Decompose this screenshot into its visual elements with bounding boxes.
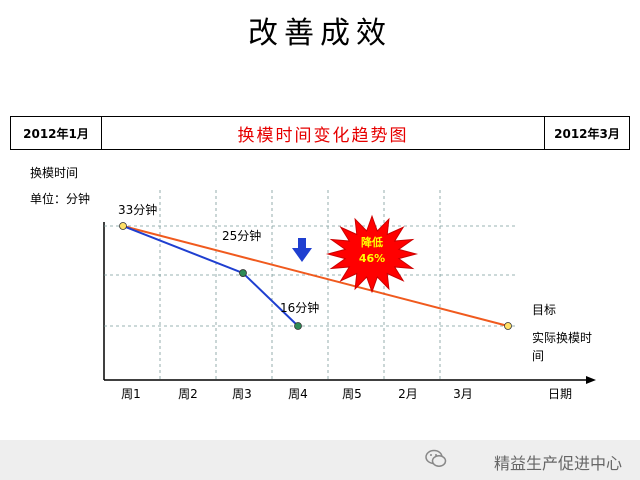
end-date: 2012年3月 xyxy=(544,117,629,149)
burst-text-line1: 降低 xyxy=(361,235,383,249)
actual-label-line2: 间 xyxy=(532,349,544,363)
down-arrow-icon xyxy=(292,238,312,262)
start-date: 2012年1月 xyxy=(11,117,102,149)
x-tick-label: 周1 xyxy=(121,387,141,401)
burst-text-line2: 46% xyxy=(359,252,385,265)
target-label: 目标 xyxy=(532,303,556,317)
data-label: 16分钟 xyxy=(280,300,319,315)
footer-brand-text: 精益生产促进中心 xyxy=(493,454,622,473)
target-point-marker xyxy=(504,322,512,330)
x-axis-label: 日期 xyxy=(548,387,572,401)
data-point-marker xyxy=(239,269,247,277)
x-tick-label: 周5 xyxy=(342,387,362,401)
x-axis-arrow xyxy=(586,376,596,384)
y-axis-label-line1: 换模时间 xyxy=(30,166,78,180)
slide-title: 改善成效 xyxy=(248,16,392,51)
data-label: 25分钟 xyxy=(222,228,261,243)
data-label: 33分钟 xyxy=(118,202,157,217)
x-tick-label: 周3 xyxy=(232,387,252,401)
target-series-line xyxy=(122,225,509,327)
trend-chart: 换模时间 单位：分钟 周1 周2 周3 周4 周5 2月 3月 日期 33分钟 25分钟 16分… xyxy=(30,166,596,401)
footer-bar: 精益生产促进中心 xyxy=(0,440,640,480)
y-axis-label-line2: 单位：分钟 xyxy=(30,191,90,206)
reduction-burst: 降低 46% xyxy=(325,214,419,294)
data-point-marker xyxy=(119,222,127,230)
actual-label-line1: 实际换模时 xyxy=(532,330,592,345)
wechat-icon xyxy=(425,449,447,467)
chart-title: 换模时间变化趋势图 xyxy=(237,125,409,146)
data-point-marker xyxy=(294,322,302,330)
x-tick-label: 2月 xyxy=(398,387,418,401)
x-tick-label: 周2 xyxy=(178,387,198,401)
chart-header-bar: 2012年1月 换模时间变化趋势图 2012年3月 xyxy=(10,116,630,150)
x-tick-label: 3月 xyxy=(453,387,473,401)
x-tick-label: 周4 xyxy=(288,387,308,401)
